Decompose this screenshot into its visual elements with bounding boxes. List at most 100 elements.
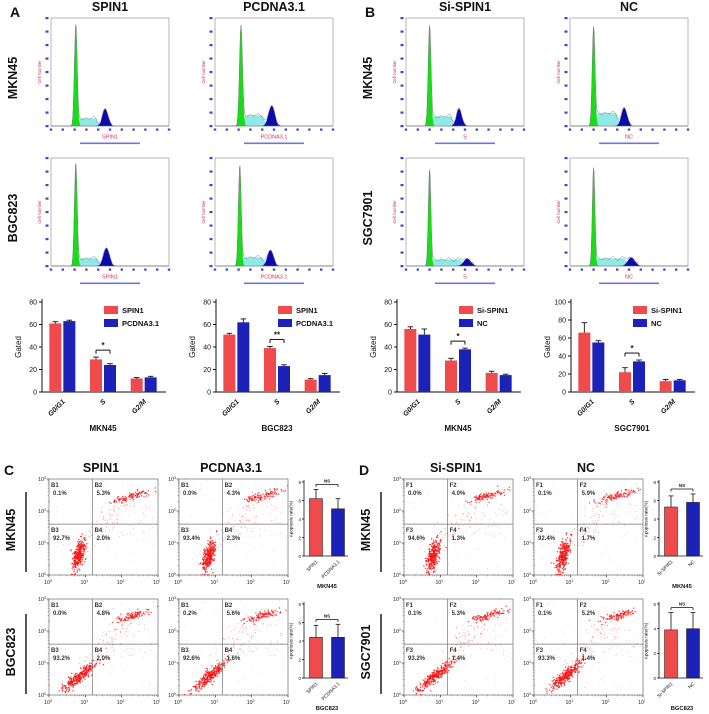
svg-text:103: 103 — [283, 579, 290, 586]
svg-text:102: 102 — [393, 628, 401, 635]
svg-text:F4: F4 — [580, 528, 588, 534]
svg-text:F3: F3 — [406, 528, 414, 534]
svg-text:B4: B4 — [225, 528, 233, 534]
panel-a-label: A — [10, 4, 21, 20]
svg-text:B1: B1 — [51, 483, 59, 489]
svg-text:92.4%: 92.4% — [538, 536, 556, 542]
svg-text:40: 40 — [384, 345, 392, 352]
row-label-mkn45-d: MKN45 — [359, 508, 373, 552]
svg-text:102: 102 — [168, 628, 176, 635]
svg-text:PCDNA3.1: PCDNA3.1 — [261, 135, 288, 141]
svg-text:Gated: Gated — [369, 336, 378, 358]
svg-text:PCDNA3.1: PCDNA3.1 — [122, 319, 159, 328]
svg-text:2.3%: 2.3% — [227, 536, 241, 542]
apoptosis-rate-chart-d-mkn45: 0 2 4 6 8 Apoptosis rate(%) Si-SPIN1 NC NS MKN45 — [643, 470, 709, 592]
row-label-mkn45-c: MKN45 — [4, 508, 18, 552]
col-title-spin1-c: SPIN1 — [82, 461, 120, 475]
svg-text:1.6%: 1.6% — [227, 656, 241, 662]
flow-histogram-b-sgc7901-sispin1: Cell Number S — [388, 154, 528, 288]
svg-text:Cell Number: Cell Number — [392, 60, 397, 84]
svg-text:5.9%: 5.9% — [582, 491, 596, 497]
svg-text:103: 103 — [508, 579, 515, 586]
svg-text:100: 100 — [393, 692, 401, 699]
flow-histogram-a-bgc823-spin1: Cell Number SPIN1 — [33, 154, 173, 288]
svg-text:Cell Number: Cell Number — [201, 60, 206, 84]
svg-text:101: 101 — [168, 540, 176, 547]
svg-text:G0/G1: G0/G1 — [47, 398, 67, 418]
svg-text:B3: B3 — [181, 528, 189, 534]
svg-text:S: S — [454, 398, 462, 406]
col-title-sispin1-d: Si-SPIN1 — [429, 461, 483, 475]
svg-text:92.7%: 92.7% — [53, 536, 71, 542]
svg-text:Gated: Gated — [543, 336, 552, 358]
apoptosis-scatter-d-mkn45-nc: F1 0.1% F2 5.9% F3 92.4% F4 1.7% 100 100 101 101 102… — [517, 476, 645, 588]
svg-text:Si-SPIN1: Si-SPIN1 — [651, 306, 682, 315]
svg-text:100: 100 — [393, 572, 401, 579]
svg-text:S: S — [99, 398, 107, 406]
svg-text:102: 102 — [168, 508, 176, 515]
svg-text:101: 101 — [210, 699, 218, 706]
svg-text:102: 102 — [602, 579, 610, 586]
svg-text:SGC7901: SGC7901 — [614, 424, 650, 433]
svg-text:**: ** — [274, 330, 281, 339]
svg-text:S: S — [463, 135, 467, 141]
svg-text:60: 60 — [558, 336, 566, 343]
svg-text:G2/M: G2/M — [486, 398, 503, 415]
svg-text:S: S — [463, 275, 467, 281]
svg-text:NC: NC — [625, 135, 633, 141]
flow-histogram-b-sgc7901-nc: Cell Number NC — [552, 154, 692, 288]
svg-text:0: 0 — [33, 390, 37, 397]
row-line — [25, 492, 27, 572]
svg-text:B2: B2 — [95, 483, 103, 489]
svg-text:0.1%: 0.1% — [408, 611, 422, 617]
svg-text:101: 101 — [168, 660, 176, 667]
apoptosis-scatter-c-bgc823-pcdna: B1 0.2% B2 5.6% B3 92.6% B4 1.6% 100 100 101 101 102… — [162, 596, 290, 708]
svg-text:B4: B4 — [95, 528, 103, 534]
svg-text:F3: F3 — [536, 528, 544, 534]
svg-text:F2: F2 — [450, 483, 458, 489]
svg-text:0.2%: 0.2% — [183, 611, 197, 617]
svg-text:100: 100 — [174, 579, 182, 586]
svg-text:2.0%: 2.0% — [97, 656, 111, 662]
svg-text:103: 103 — [168, 596, 176, 603]
row-label-bgc823-a: BGC823 — [6, 193, 20, 243]
svg-text:103: 103 — [38, 596, 46, 603]
svg-text:G2/M: G2/M — [660, 398, 677, 415]
svg-text:1.7%: 1.7% — [582, 536, 596, 542]
row-line — [380, 614, 382, 694]
svg-text:40: 40 — [203, 345, 211, 352]
svg-text:2.0%: 2.0% — [97, 536, 111, 542]
row-line — [380, 492, 382, 572]
svg-text:60: 60 — [384, 322, 392, 329]
svg-text:NC: NC — [651, 319, 662, 328]
svg-text:F1: F1 — [536, 483, 544, 489]
svg-text:100: 100 — [38, 692, 46, 699]
svg-text:100: 100 — [44, 579, 52, 586]
svg-text:G2/M: G2/M — [305, 398, 322, 415]
col-title-pcdna-a: PCDNA3.1 — [243, 0, 305, 14]
svg-text:100: 100 — [168, 692, 176, 699]
row-line — [25, 614, 27, 694]
svg-text:60: 60 — [203, 322, 211, 329]
col-title-spin1-a: SPIN1 — [91, 0, 129, 14]
svg-text:103: 103 — [523, 476, 531, 483]
svg-text:93.2%: 93.2% — [53, 656, 71, 662]
flow-histogram-a-bgc823-pcdna: Cell Number PCDNA3.1 — [197, 154, 337, 288]
svg-text:F4: F4 — [450, 528, 458, 534]
row-label-sgc7901-d: SGC7901 — [359, 624, 373, 680]
svg-text:102: 102 — [117, 699, 125, 706]
svg-text:101: 101 — [523, 540, 531, 547]
svg-text:101: 101 — [38, 660, 46, 667]
col-title-nc-b: NC — [619, 0, 639, 14]
svg-text:SPIN1: SPIN1 — [102, 135, 118, 141]
svg-text:101: 101 — [435, 699, 443, 706]
apoptosis-scatter-c-mkn45-spin1: B1 0.1% B2 5.3% B3 92.7% B4 2.0% 100 100 101 101 102… — [32, 476, 160, 588]
svg-text:60: 60 — [29, 322, 37, 329]
svg-text:100: 100 — [38, 572, 46, 579]
apoptosis-rate-chart-c-bgc823: 0 2 4 6 8 Apoptosis rate(%) SPIN1 PCDNA3.1 NS BGC… — [288, 592, 356, 714]
svg-text:101: 101 — [393, 660, 401, 667]
svg-text:F1: F1 — [406, 483, 414, 489]
svg-text:G0/G1: G0/G1 — [576, 398, 596, 418]
svg-text:100: 100 — [554, 300, 566, 307]
svg-text:92.6%: 92.6% — [183, 656, 201, 662]
